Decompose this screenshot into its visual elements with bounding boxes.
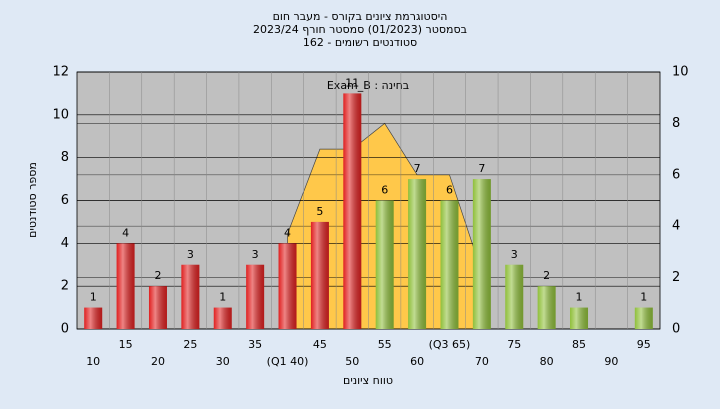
- bar-shine: [213, 307, 232, 329]
- bar-shine: [440, 200, 459, 329]
- y-tick-label: 8: [61, 150, 69, 165]
- bar-shine: [408, 179, 427, 329]
- x-tick-label: 90: [604, 355, 618, 368]
- x-tick-label: (Q3 65): [429, 338, 471, 351]
- value-label: 1: [640, 291, 647, 304]
- value-label: 3: [187, 248, 194, 261]
- y2-tick-label: 2: [672, 270, 680, 285]
- bar-shine: [472, 179, 491, 329]
- value-label: 6: [381, 184, 388, 197]
- value-label: 11: [345, 76, 359, 89]
- y2-tick-label: 6: [672, 167, 680, 182]
- x-axis-label: טווח ציונים: [343, 374, 393, 387]
- chart-subtitle: בסמסטר (01/2023) סמסטר חורף 2023/24: [253, 23, 467, 36]
- value-label: 6: [446, 184, 453, 197]
- bar-shine: [343, 93, 362, 330]
- x-tick-label: 15: [119, 338, 133, 351]
- x-tick-label: 55: [378, 338, 392, 351]
- y-axis-label: מספר סטודנטים: [26, 162, 39, 238]
- y-tick-label: 6: [61, 193, 69, 208]
- x-tick-label: 20: [151, 355, 165, 368]
- x-tick-label: 45: [313, 338, 327, 351]
- x-tick-label: 70: [475, 355, 489, 368]
- y-tick-label: 0: [61, 322, 69, 337]
- y-tick-label: 2: [61, 279, 69, 294]
- value-label: 3: [252, 248, 259, 261]
- bar-shine: [375, 200, 394, 329]
- x-tick-label: 30: [216, 355, 230, 368]
- chart-title: היסטוגרמת ציונים בקורס - מעבר חום: [273, 10, 448, 23]
- value-label: 7: [478, 162, 485, 175]
- value-label: 4: [122, 226, 129, 239]
- value-label: 3: [511, 248, 518, 261]
- bar-shine: [537, 286, 556, 329]
- bar-shine: [570, 307, 589, 329]
- x-tick-label: 35: [248, 338, 262, 351]
- y2-tick-label: 0: [672, 322, 680, 337]
- y-tick-label: 4: [61, 236, 69, 251]
- chart-subtitle: סטודנטים רשומים - 162: [303, 36, 417, 49]
- bar-shine: [84, 307, 103, 329]
- value-label: 1: [219, 291, 226, 304]
- bar-shine: [246, 264, 265, 329]
- x-tick-label: 80: [540, 355, 554, 368]
- bar-shine: [181, 264, 200, 329]
- value-label: 2: [543, 269, 550, 282]
- bar-shine: [148, 286, 167, 329]
- value-label: 1: [576, 291, 583, 304]
- x-tick-label: 50: [345, 355, 359, 368]
- y2-tick-label: 10: [672, 65, 689, 80]
- x-tick-label: 95: [637, 338, 651, 351]
- x-tick-label: 25: [183, 338, 197, 351]
- value-label: 1: [90, 291, 97, 304]
- y2-tick-label: 4: [672, 219, 680, 234]
- bar-shine: [634, 307, 653, 329]
- y2-tick-label: 8: [672, 116, 680, 131]
- y-tick-label: 12: [52, 65, 69, 80]
- annotation: בחינה : Exam_B: [327, 79, 409, 92]
- bar-shine: [116, 243, 135, 329]
- x-tick-label: 10: [86, 355, 100, 368]
- x-tick-label: 75: [507, 338, 521, 351]
- bar-shine: [310, 221, 329, 329]
- bar-shine: [505, 264, 524, 329]
- x-tick-label: 60: [410, 355, 424, 368]
- value-label: 7: [414, 162, 421, 175]
- x-tick-label: (Q1 40): [267, 355, 309, 368]
- value-label: 5: [316, 205, 323, 218]
- value-label: 2: [154, 269, 161, 282]
- y-tick-label: 10: [52, 107, 69, 122]
- bar-shine: [278, 243, 297, 329]
- value-label: 4: [284, 226, 291, 239]
- x-tick-label: 85: [572, 338, 586, 351]
